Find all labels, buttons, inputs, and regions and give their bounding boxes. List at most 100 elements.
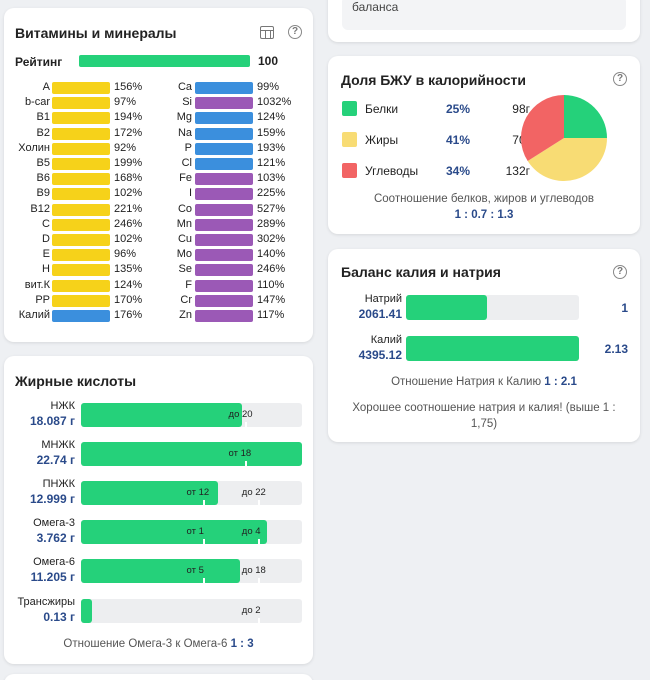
vitamin-name: C — [42, 217, 50, 230]
vitamin-name: PP — [35, 293, 50, 306]
vitamin-row: A 156% — [4, 81, 313, 95]
range-tick — [257, 618, 260, 623]
vitamin-bar — [52, 249, 110, 262]
range-label: от 18 — [228, 448, 252, 459]
vitamin-bar — [52, 218, 110, 231]
vitamin-bar — [52, 142, 110, 155]
bju-row: Белки 25% 98г — [342, 101, 532, 117]
vitamin-percent: 97% — [114, 96, 137, 109]
range-label: от 5 — [186, 565, 204, 576]
vitamin-row: Калий 176% — [4, 309, 313, 323]
range-label: до 22 — [241, 487, 266, 498]
vitamin-row: Zn 117% — [4, 309, 313, 323]
vitamin-name: Mg — [176, 111, 192, 124]
vitamin-percent: 99% — [257, 81, 280, 93]
vitamin-row: Si 1032% — [4, 96, 313, 110]
vitamin-bar — [195, 294, 253, 307]
fatty-acid-fill — [81, 403, 243, 427]
vitamin-percent: 302% — [257, 233, 286, 245]
fatty-acid-fill — [81, 559, 241, 583]
fatty-acid-value: 18.087 г — [29, 414, 75, 428]
vitamin-row: B1 194% — [4, 111, 313, 125]
balance-note: баланса — [342, 0, 626, 30]
vitamin-bar — [52, 294, 110, 307]
omega-ratio: Отношение Омега-3 к Омега-6 1 : 3 — [4, 638, 313, 650]
fatty-acid-value: 22.74 г — [36, 453, 75, 467]
fatty-acid-name: ПНЖК — [42, 478, 75, 490]
help-icon[interactable]: ? — [613, 265, 627, 279]
balance-card-stub: баланса — [328, 0, 640, 42]
pie-slice-1 — [564, 95, 607, 138]
vitamin-bar — [195, 188, 253, 201]
range-tick — [244, 461, 247, 466]
fatty-acid-fill — [81, 599, 93, 623]
vitamin-name: A — [42, 81, 50, 93]
fatty-acids-card: Жирные кислоты НЖК 18.087 г до 20 МНЖК 22.74… — [4, 356, 313, 664]
bju-card: Доля БЖУ в калорийности ? Белки 25% 98г Жир… — [328, 56, 640, 234]
vitamin-bar — [195, 158, 253, 170]
vitamin-name: D — [42, 233, 50, 245]
vitamin-bar — [195, 234, 253, 246]
vitamin-row: Na 159% — [4, 127, 313, 141]
fatty-acid-row: Омега-6 11.205 г от 5 до 18 — [4, 556, 313, 594]
fatty-acid-name: НЖК — [50, 400, 75, 412]
vitamins-card: Витамины и минералы ? Рейтинг 100 A 156% b… — [4, 8, 313, 342]
range-label: от 12 — [186, 487, 210, 498]
kna-name: Натрий — [364, 293, 402, 305]
bju-swatch — [342, 101, 357, 116]
kna-ratio-text: Отношение Натрия к Калию — [391, 376, 542, 388]
vitamin-bar — [52, 127, 110, 140]
vitamin-row: F 110% — [4, 279, 313, 293]
potassium-sodium-card: Баланс калия и натрия ? Натрий 2061.41 1 Ка… — [328, 249, 640, 442]
vitamin-percent: 121% — [257, 157, 286, 169]
vitamin-name: Zn — [179, 309, 192, 321]
vitamin-row: P 193% — [4, 142, 313, 156]
vitamin-row: b-car 97% — [4, 96, 313, 110]
vitamin-percent: 124% — [114, 278, 143, 291]
kna-message: Хорошее соотношение натрия и калия! (выш… — [352, 402, 616, 430]
vitamin-percent: 246% — [257, 263, 286, 276]
fatty-acid-value: 11.205 г — [30, 570, 75, 584]
kna-track — [406, 295, 579, 320]
kna-ratio-number: 2.13 — [604, 342, 628, 356]
vitamin-row: Mo 140% — [4, 248, 313, 262]
range-label: от 1 — [186, 526, 204, 537]
range-tick — [257, 539, 260, 544]
vitamin-row: B9 102% — [4, 187, 313, 201]
fatty-acid-row: МНЖК 22.74 г от 18 — [4, 439, 313, 477]
range-tick — [257, 578, 260, 583]
fatty-acid-row: Омега-3 3.762 г от 1 до 4 — [4, 517, 313, 555]
vitamin-percent: 170% — [114, 293, 143, 306]
kna-value: 2061.41 — [358, 307, 402, 321]
pie-slice-3 — [521, 95, 564, 162]
kna-row: Натрий 2061.41 1 — [328, 293, 640, 323]
vitamin-row: E 96% — [4, 248, 313, 262]
vitamin-row: B2 172% — [4, 127, 313, 141]
rating-bar — [79, 55, 250, 67]
help-icon[interactable]: ? — [288, 25, 302, 39]
vitamin-percent: 1032% — [257, 96, 292, 109]
next-card-stub — [4, 674, 313, 680]
vitamin-percent: 199% — [114, 157, 143, 169]
bju-grams: 98г — [512, 102, 530, 116]
fatty-acid-name: Омега-6 — [33, 556, 75, 568]
vitamin-row: B6 168% — [4, 172, 313, 186]
table-icon[interactable] — [260, 26, 274, 39]
vitamin-bar — [195, 249, 253, 262]
bju-row: Углеводы 34% 132г — [342, 163, 532, 179]
fatty-acid-value: 3.762 г — [36, 531, 75, 545]
fatty-acid-name: МНЖК — [41, 439, 75, 451]
vitamin-percent: 168% — [114, 172, 143, 185]
fatty-acid-track: от 5 до 18 — [81, 559, 302, 583]
vitamin-row: B12 221% — [4, 203, 313, 217]
vitamin-percent: 102% — [114, 233, 143, 245]
vitamin-name: B2 — [36, 126, 50, 139]
vitamin-name: Si — [182, 96, 192, 109]
fatty-acid-value: 12.999 г — [29, 492, 75, 506]
bju-ratio: 1 : 0.7 : 1.3 — [454, 209, 514, 221]
omega-ratio-text: Отношение Омега-3 к Омега-6 — [63, 638, 228, 650]
fatty-acids-title: Жирные кислоты — [15, 373, 137, 389]
vitamin-name: Se — [178, 263, 192, 276]
vitamin-name: B5 — [36, 157, 50, 169]
help-icon[interactable]: ? — [613, 72, 627, 86]
